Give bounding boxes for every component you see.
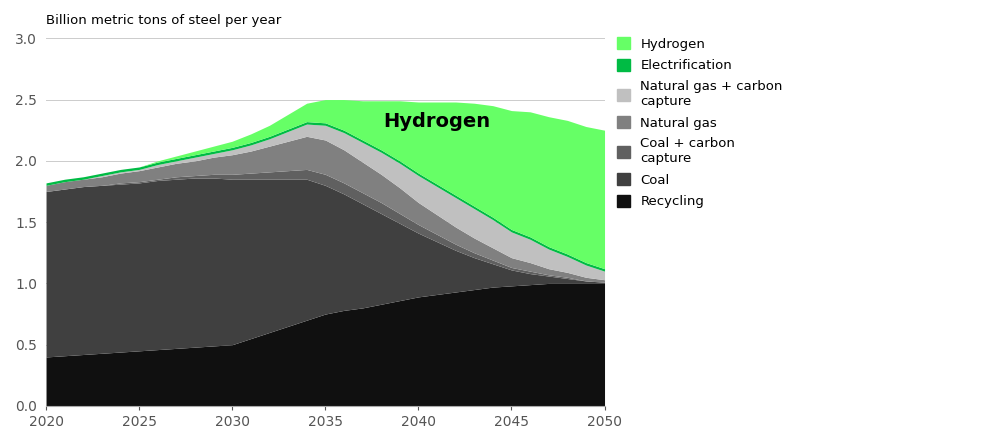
Legend: Hydrogen, Electrification, Natural gas + carbon
capture, Natural gas, Coal + car: Hydrogen, Electrification, Natural gas +…	[617, 37, 783, 208]
Text: Billion metric tons of steel per year: Billion metric tons of steel per year	[46, 14, 281, 27]
Text: Hydrogen: Hydrogen	[383, 112, 491, 131]
